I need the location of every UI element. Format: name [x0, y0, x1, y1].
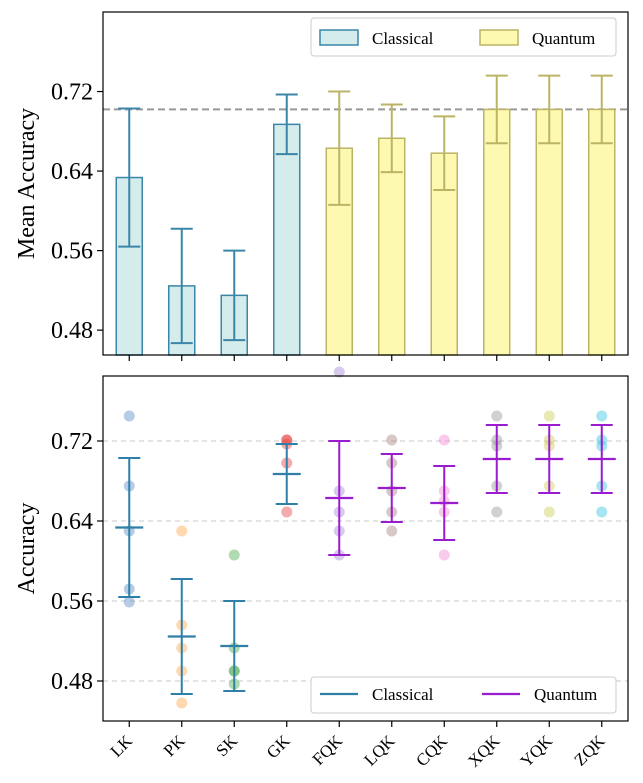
legend-box	[310, 17, 617, 57]
plot-frame	[102, 11, 629, 356]
data-point	[491, 506, 503, 518]
y-tick-label: 0.48	[51, 318, 93, 344]
bar	[273, 123, 301, 356]
legend-swatch-quantum	[479, 29, 519, 46]
legend-label-classical: Classical	[372, 29, 434, 48]
legend-label-quantum: Quantum	[534, 685, 597, 704]
y-tick-label: 0.64	[51, 159, 93, 185]
x-tick-label: ZQK	[570, 731, 609, 770]
x-tick-label: CQK	[412, 731, 451, 770]
y-tick-label: 0.56	[51, 589, 93, 615]
data-point	[228, 549, 240, 561]
legend-label-quantum: Quantum	[532, 29, 595, 48]
accuracy-scatter-chart: 0.48 0.56 0.64 0.72 Accuracy Classical Quantum	[14, 366, 629, 727]
data-point	[386, 434, 398, 446]
y-tick-label: 0.48	[51, 669, 93, 695]
x-tick-label: XQK	[464, 731, 504, 771]
data-point	[491, 410, 503, 422]
data-point	[176, 525, 188, 537]
x-tick-label: PK	[160, 731, 189, 760]
y-tick-label: 0.56	[51, 239, 93, 265]
y-tick-label: 0.64	[51, 509, 93, 535]
plot-frame	[102, 375, 629, 722]
x-tick-label: FQK	[309, 731, 347, 769]
x-tick-label: GK	[263, 731, 294, 762]
y-tick-label: 0.72	[51, 429, 93, 455]
data-point	[333, 366, 345, 378]
data-point	[176, 697, 188, 709]
bar	[483, 108, 511, 356]
y-axis-label: Mean Accuracy	[14, 108, 40, 259]
legend: Classical Quantum	[310, 676, 617, 714]
x-tick-label: SK	[212, 731, 241, 760]
data-point	[596, 410, 608, 422]
data-point	[281, 434, 293, 446]
x-tick-label: LK	[107, 731, 137, 761]
legend-box	[310, 676, 617, 714]
legend-label-classical: Classical	[372, 685, 434, 704]
data-point	[596, 506, 608, 518]
x-tick-label: LQK	[360, 731, 399, 770]
bar	[588, 108, 616, 356]
legend: Classical Quantum	[310, 17, 617, 57]
data-point	[543, 410, 555, 422]
data-point	[386, 525, 398, 537]
data-point	[123, 410, 135, 422]
data-point	[438, 549, 450, 561]
data-point	[438, 434, 450, 446]
mean-accuracy-bar-chart: 0.48 0.56 0.64 0.72 Mean Accuracy Classical Qu…	[14, 11, 629, 361]
data-point	[543, 506, 555, 518]
x-tick-label: YQK	[517, 731, 557, 771]
bar	[535, 108, 563, 356]
x-axis-tick-labels: LK PK SK GK FQK LQK CQK XQK YQK ZQK	[107, 731, 609, 771]
legend-swatch-classical	[319, 29, 359, 46]
data-point	[281, 434, 293, 446]
data-point	[281, 506, 293, 518]
y-axis-label: Accuracy	[14, 503, 40, 595]
y-tick-label: 0.72	[51, 80, 93, 106]
data-point	[123, 596, 135, 608]
